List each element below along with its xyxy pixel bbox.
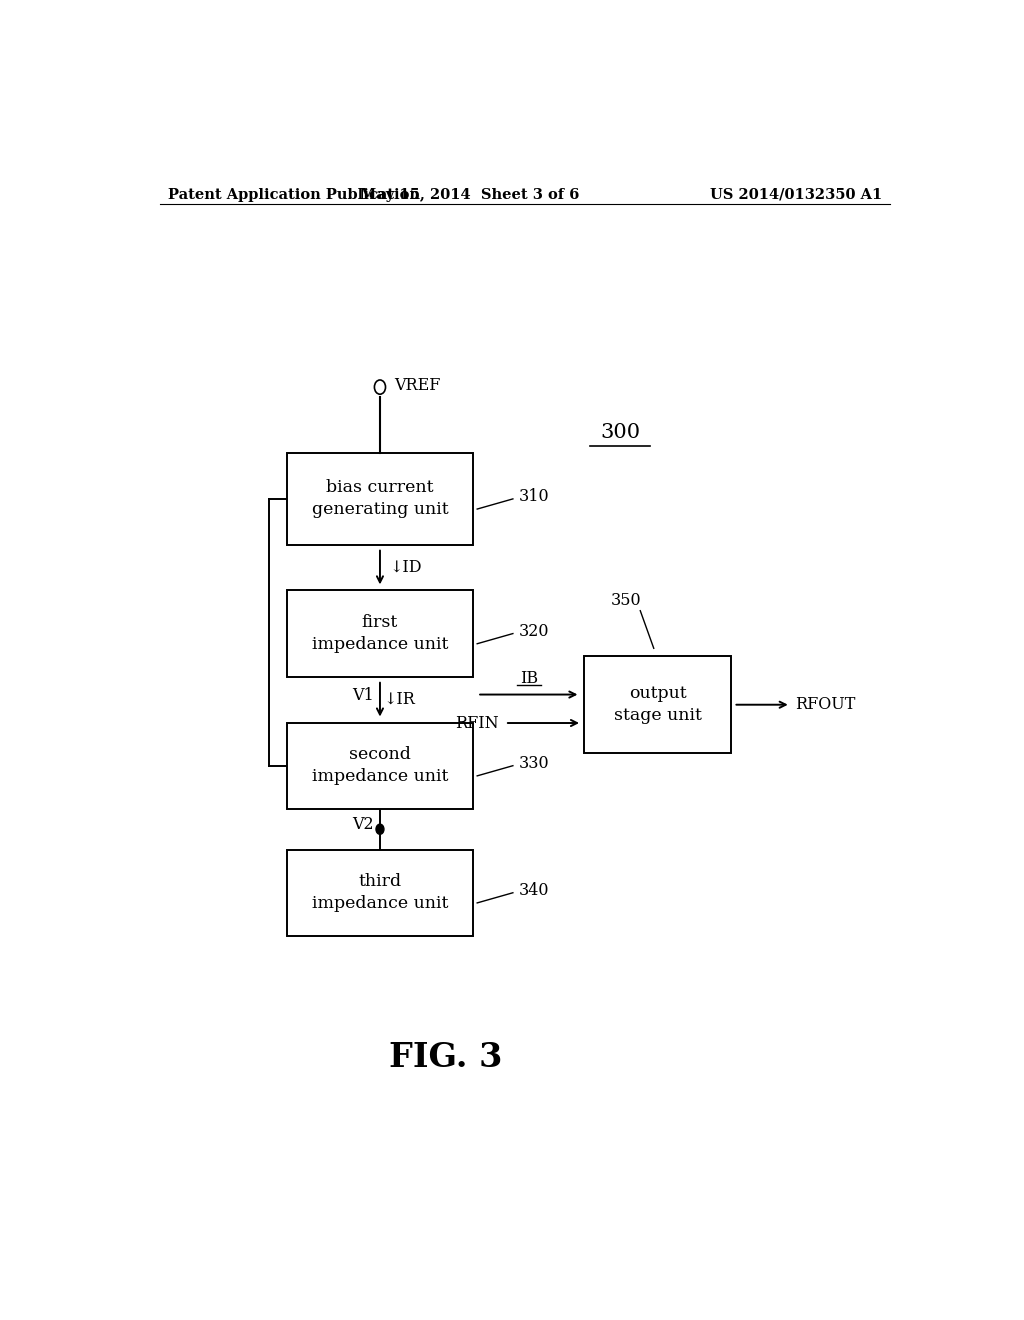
Text: RFOUT: RFOUT [795,696,855,713]
Text: RFIN: RFIN [455,714,499,731]
Text: FIG. 3: FIG. 3 [389,1041,502,1074]
Text: Patent Application Publication: Patent Application Publication [168,187,420,202]
Text: 350: 350 [610,593,641,609]
Text: ↓ID: ↓ID [389,558,422,576]
Text: second
impedance unit: second impedance unit [311,746,449,785]
Text: 330: 330 [519,755,550,772]
Text: US 2014/0132350 A1: US 2014/0132350 A1 [710,187,882,202]
Bar [287,590,473,677]
Text: IB: IB [520,669,538,686]
Text: first
impedance unit: first impedance unit [311,614,449,653]
Text: May 15, 2014  Sheet 3 of 6: May 15, 2014 Sheet 3 of 6 [359,187,579,202]
Bar [287,850,473,936]
Text: bias current
generating unit: bias current generating unit [311,479,449,519]
Text: 310: 310 [519,488,550,506]
Bar [287,722,473,809]
Circle shape [376,824,384,834]
Text: 340: 340 [519,882,550,899]
Bar [585,656,731,752]
Text: V2: V2 [352,816,374,833]
Text: 300: 300 [600,424,640,442]
Text: third
impedance unit: third impedance unit [311,873,449,912]
Text: VREF: VREF [394,376,440,393]
Text: V1: V1 [352,688,374,704]
Bar [287,453,473,545]
Text: 320: 320 [519,623,550,640]
Text: output
stage unit: output stage unit [613,685,701,725]
Text: ↓IR: ↓IR [383,692,415,708]
